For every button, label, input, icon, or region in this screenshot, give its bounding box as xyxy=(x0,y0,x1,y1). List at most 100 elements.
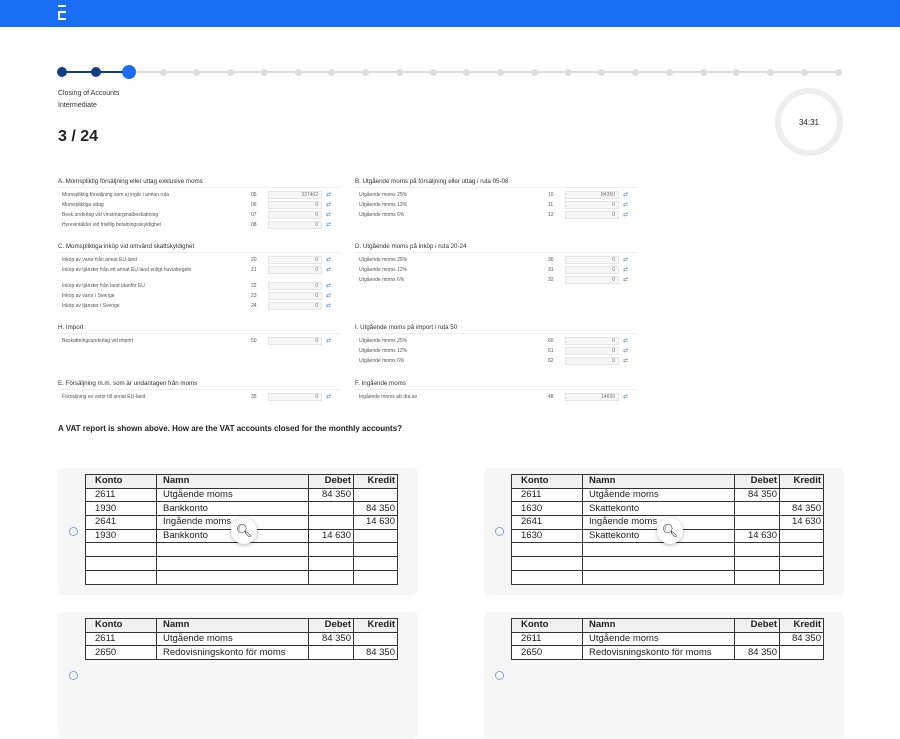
vat-section-e: E. Försäljning m.m. som är undantagen fr… xyxy=(58,380,340,403)
table-cell xyxy=(353,569,398,585)
row-value-field[interactable]: 0 xyxy=(268,282,322,290)
link-icon[interactable]: ⇄ xyxy=(326,394,332,400)
row-value-field[interactable]: 0 xyxy=(268,337,322,345)
table-cell xyxy=(779,542,824,558)
row-value-field[interactable]: 0 xyxy=(268,302,322,310)
row-value-field[interactable]: 0 xyxy=(268,201,322,209)
row-value-field[interactable]: 0 xyxy=(565,347,619,355)
vat-section-i: I. Utgående moms på import i ruta 50 Utg… xyxy=(355,324,637,367)
magnifier-icon: 🔍︎ xyxy=(661,523,679,538)
link-icon[interactable]: ⇄ xyxy=(326,303,332,309)
answer-option[interactable]: Konto Namn Debet Kredit 2611 Utgående moms 84 … xyxy=(484,612,844,739)
table-cell: 2650 xyxy=(511,645,583,661)
link-icon[interactable]: ⇄ xyxy=(623,358,629,364)
section-title: E. Försäljning m.m. som är undantagen fr… xyxy=(58,380,340,390)
magnifier-icon: 🔍︎ xyxy=(235,523,253,538)
link-icon[interactable]: ⇄ xyxy=(326,267,332,273)
table-cell: Utgående moms xyxy=(582,631,735,647)
row-label: Ingående moms att dra av xyxy=(359,394,418,400)
vat-section-a: A. Momspliktig försäljning eller uttag e… xyxy=(58,178,340,231)
timer: 34:31 xyxy=(775,88,843,156)
row-code: 32 xyxy=(548,277,554,283)
progress-step xyxy=(530,68,538,76)
table-cell xyxy=(308,501,354,517)
row-value-field[interactable]: 0 xyxy=(565,337,619,345)
link-icon[interactable]: ⇄ xyxy=(623,348,629,354)
row-value-field[interactable]: 0 xyxy=(565,201,619,209)
column-header: Debet xyxy=(308,474,354,489)
row-value-field[interactable]: 0 xyxy=(268,211,322,219)
link-icon[interactable]: ⇄ xyxy=(326,212,332,218)
table-cell: 2641 xyxy=(511,515,583,530)
row-value-field[interactable]: 0 xyxy=(268,266,322,274)
vat-row: Inköp av tjänster i Sverige 24 0 ⇄ xyxy=(58,302,340,312)
column-header: Konto xyxy=(511,474,583,489)
row-value-field[interactable]: 0 xyxy=(268,256,322,264)
link-icon[interactable]: ⇄ xyxy=(623,202,629,208)
table-cell xyxy=(582,542,735,558)
link-icon[interactable]: ⇄ xyxy=(623,277,629,283)
table-cell xyxy=(779,528,824,544)
link-icon[interactable]: ⇄ xyxy=(326,257,332,263)
link-icon[interactable]: ⇄ xyxy=(623,267,629,273)
row-value-field[interactable]: 0 xyxy=(565,266,619,274)
zoom-button[interactable]: 🔍︎ xyxy=(231,518,257,544)
zoom-button[interactable]: 🔍︎ xyxy=(657,518,683,544)
row-value-field[interactable]: 84350 xyxy=(565,191,619,199)
link-icon[interactable]: ⇄ xyxy=(326,222,332,228)
vat-row: Beskattningsunderlag vid import 50 0 ⇄ xyxy=(58,337,340,347)
row-label: Utgående moms 12% xyxy=(359,202,408,208)
journal-table: Konto Namn Debet Kredit 2611 Utgående moms 84 … xyxy=(85,618,398,661)
table-row xyxy=(511,556,824,571)
table-cell xyxy=(85,556,157,571)
row-code: 12 xyxy=(548,212,554,218)
link-icon[interactable]: ⇄ xyxy=(326,283,332,289)
table-row: 1930 Bankkonto 84 350 xyxy=(85,501,398,517)
table-cell: 84 350 xyxy=(779,501,824,517)
link-icon[interactable]: ⇄ xyxy=(623,394,629,400)
progress-step xyxy=(193,68,201,76)
answer-option[interactable]: Konto Namn Debet Kredit 2611 Utgående moms 84 … xyxy=(484,468,844,595)
link-icon[interactable]: ⇄ xyxy=(326,293,332,299)
column-header: Kredit xyxy=(779,618,824,633)
table-cell xyxy=(156,556,309,571)
row-label: Utgående moms 25% xyxy=(359,257,408,263)
row-value-field[interactable]: 0 xyxy=(565,256,619,264)
row-value-field[interactable]: 0 xyxy=(268,221,322,229)
option-radio[interactable] xyxy=(495,671,504,680)
row-value-field[interactable]: 0 xyxy=(565,211,619,219)
row-value-field[interactable]: 0 xyxy=(565,276,619,284)
link-icon[interactable]: ⇄ xyxy=(623,212,629,218)
row-value-field[interactable]: 14630 xyxy=(565,393,619,401)
vat-row: Besk.underlag vid vinstmarginalbeskattni… xyxy=(58,211,340,221)
row-value-field[interactable]: 337402 xyxy=(268,191,322,199)
link-icon[interactable]: ⇄ xyxy=(623,338,629,344)
row-label: Utgående moms 12% xyxy=(359,348,408,354)
option-radio[interactable] xyxy=(69,527,78,536)
link-icon[interactable]: ⇄ xyxy=(623,257,629,263)
row-code: 11 xyxy=(548,202,554,208)
link-icon[interactable]: ⇄ xyxy=(326,192,332,198)
answer-option[interactable]: Konto Namn Debet Kredit 2611 Utgående moms 84 … xyxy=(58,612,418,739)
row-value-field[interactable]: 0 xyxy=(268,393,322,401)
row-value-field[interactable]: 0 xyxy=(565,357,619,365)
row-value-field[interactable]: 0 xyxy=(268,292,322,300)
link-icon[interactable]: ⇄ xyxy=(326,202,332,208)
vat-row: Utgående moms 12% 61 0 ⇄ xyxy=(355,347,637,357)
option-radio[interactable] xyxy=(69,671,78,680)
row-code: 60 xyxy=(548,338,554,344)
progress-step xyxy=(122,65,137,79)
link-icon[interactable]: ⇄ xyxy=(326,338,332,344)
row-label: Momspliktig försäljning som ej ingår i a… xyxy=(62,192,169,198)
vat-section-d: D. Utgående moms på inköp i ruta 20-24 U… xyxy=(355,243,637,286)
top-bar xyxy=(0,0,900,27)
row-label: Besk.underlag vid vinstmarginalbeskattni… xyxy=(62,212,159,218)
table-cell xyxy=(156,542,309,558)
logo-icon[interactable] xyxy=(58,5,66,20)
answer-option[interactable]: Konto Namn Debet Kredit 2611 Utgående moms 84 … xyxy=(58,468,418,595)
table-header: Konto Namn Debet Kredit xyxy=(511,474,824,489)
option-radio[interactable] xyxy=(495,527,504,536)
table-cell: 2611 xyxy=(511,631,583,647)
link-icon[interactable]: ⇄ xyxy=(623,192,629,198)
table-cell xyxy=(734,556,780,571)
